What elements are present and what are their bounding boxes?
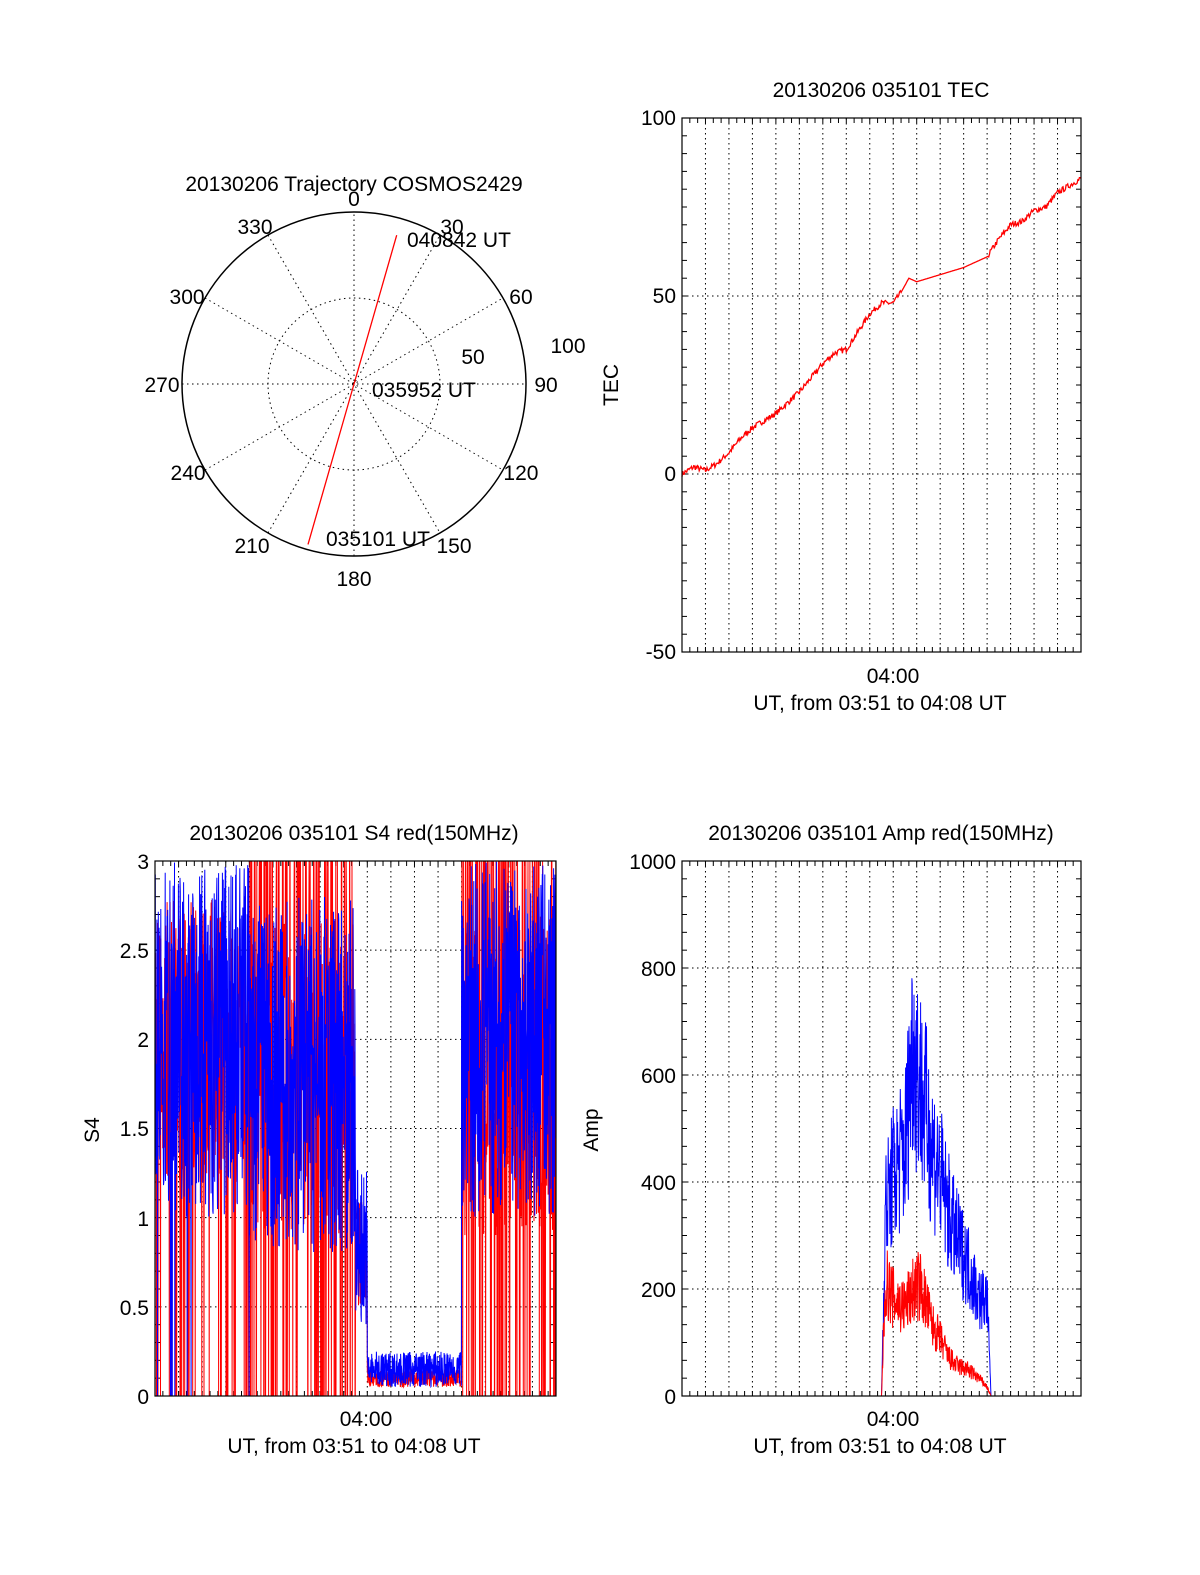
s4-panel: 20130206 035101 S4 red(150MHz) 0 0.5 1 1… [81,822,557,1458]
polar-angle-label: 270 [144,374,179,397]
polar-angle-label: 90 [534,374,557,397]
polar-angle-label: 240 [171,462,206,485]
s4-y-tick-label: 0.5 [120,1297,149,1320]
amp-grid [682,861,1081,1396]
polar-angle-labels: 0 30 60 90 120 150 180 210 240 270 300 330 [144,188,557,591]
tec-y-tick-label: 100 [641,107,676,130]
tec-y-tick-label: 0 [664,463,676,486]
amp-y-tick-label: 0 [664,1386,676,1409]
tec-series-line [681,177,1082,477]
amp-x-axis-label: UT, from 03:51 to 04:08 UT [753,1435,1006,1458]
trajectory-end-label: 040842 UT [407,229,511,252]
polar-angle-label: 150 [436,535,471,558]
polar-title: 20130206 Trajectory COSMOS2429 [185,173,522,196]
amp-ticks [682,861,1081,1396]
polar-angle-label: 300 [170,286,205,309]
amp-panel: 20130206 035101 Amp red(150MHz) 0 200 40… [580,822,1082,1458]
amp-y-tick-label: 400 [641,1172,676,1195]
amp-title: 20130206 035101 Amp red(150MHz) [708,822,1054,845]
polar-angle-label: 120 [503,462,538,485]
trajectory-line [307,235,398,545]
s4-y-tick-label: 2 [137,1029,149,1052]
tec-title: 20130206 035101 TEC [773,79,990,102]
s4-y-tick-label: 1.5 [120,1118,149,1141]
tec-panel: 20130206 035101 TEC -50 0 50 100 04:00 U… [600,79,1082,715]
amp-plot-frame [681,860,1082,1397]
polar-radial-label-50: 50 [461,346,484,369]
s4-x-axis-label: UT, from 03:51 to 04:08 UT [227,1435,480,1458]
trajectory-start-label: 035101 UT [326,528,430,551]
polar-angle-label: 30 [440,216,463,239]
polar-grid [181,211,527,557]
tec-grid [682,118,1081,652]
polar-angle-label: 60 [509,286,532,309]
trajectory-mid-label: 035952 UT [372,379,476,402]
s4-title: 20130206 035101 S4 red(150MHz) [189,822,518,845]
s4-plot-frame [154,860,557,1397]
tec-ticks [682,118,1081,652]
s4-series [154,860,557,1397]
amp-y-axis-label: Amp [580,1108,603,1151]
s4-blue-series-line [154,861,557,1397]
tec-x-axis-label: UT, from 03:51 to 04:08 UT [753,692,1006,715]
tec-y-axis-label: TEC [600,364,623,406]
polar-angle-label: 210 [234,535,269,558]
tec-x-tick-label: 04:00 [867,665,920,688]
polar-angle-label: 0 [348,188,360,211]
s4-y-tick-label: 0 [137,1386,149,1409]
s4-x-tick-label: 04:00 [340,1408,393,1431]
polar-angle-label: 330 [237,216,272,239]
polar-radial-label-100: 100 [550,335,585,358]
tec-plot-frame [681,117,1082,653]
s4-y-tick-label: 1 [137,1208,149,1231]
amp-y-tick-label: 800 [641,958,676,981]
amp-blue-series-line [682,978,1081,1397]
tec-y-tick-label: 50 [653,285,676,308]
polar-angle-label: 180 [336,568,371,591]
amp-y-tick-label: 1000 [629,851,676,874]
amp-x-tick-label: 04:00 [867,1408,920,1431]
polar-grid-circle [267,297,441,471]
s4-y-tick-label: 3 [137,851,149,874]
amp-series [682,978,1081,1397]
amp-y-tick-label: 200 [641,1279,676,1302]
s4-y-axis-label: S4 [81,1117,104,1143]
tec-y-tick-label: -50 [646,641,676,664]
polar-trajectory-panel: 20130206 Trajectory COSMOS2429 0 30 60 90 12… [144,173,585,591]
s4-y-tick-label: 2.5 [120,940,149,963]
amp-y-tick-label: 600 [641,1065,676,1088]
